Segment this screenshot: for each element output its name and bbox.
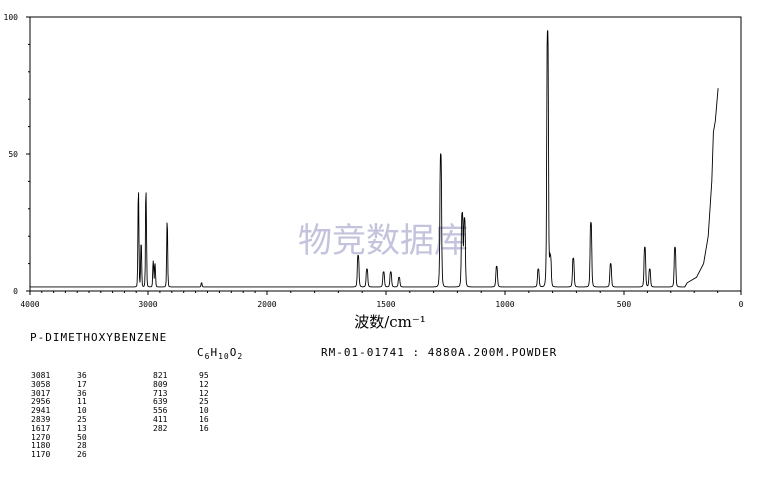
peak-wavenumber: 1270 [31, 432, 51, 442]
peak-intensity: 16 [199, 423, 209, 433]
y-tick-label: 50 [8, 150, 18, 159]
peak-row: 3081 36 [31, 371, 97, 381]
y-tick-label: 0 [13, 287, 18, 296]
x-tick-label: 0 [739, 300, 744, 309]
x-tick-label: 2000 [257, 300, 276, 309]
peak-row: 1180 28 [31, 442, 97, 451]
peak-intensity: 36 [77, 371, 87, 380]
peak-wavenumber: 2839 [31, 414, 51, 424]
peak-row: 713 12 [153, 388, 219, 399]
peak-wavenumber: 1170 [31, 450, 51, 460]
peak-wavenumber: 556 [153, 406, 168, 416]
peak-intensity: 17 [77, 379, 87, 389]
peak-intensity: 10 [77, 406, 87, 416]
y-tick-label: 100 [4, 13, 19, 22]
x-axis-label: 波数/cm⁻¹ [354, 313, 426, 330]
peak-row: 3058 17 [31, 379, 97, 390]
peak-row: 821 95 [153, 371, 219, 381]
y-axis: 100 50 0 [4, 13, 30, 296]
peak-wavenumber: 1617 [31, 423, 51, 433]
peak-row: 1170 26 [31, 450, 97, 460]
x-tick-label: 3000 [138, 300, 157, 309]
peak-wavenumber: 282 [153, 423, 168, 433]
peak-intensity: 12 [199, 388, 209, 398]
peak-wavenumber: 713 [153, 388, 168, 398]
compound-name: P-DIMETHOXYBENZENE [30, 331, 168, 344]
peak-intensity: 25 [199, 397, 209, 407]
peak-wavenumber: 639 [153, 397, 168, 407]
peak-row: 3017 36 [31, 388, 97, 399]
peak-intensity: 26 [77, 450, 87, 460]
x-tick-label: 500 [617, 300, 632, 309]
peak-wavenumber: 2956 [31, 397, 51, 407]
peak-row: 1617 13 [31, 423, 97, 434]
peak-row: 2941 10 [31, 406, 97, 416]
molecular-formula: C6H10O2 [197, 346, 244, 362]
peak-intensity: 28 [77, 441, 87, 451]
spectrum-line [30, 30, 719, 288]
x-tick-label: 1000 [495, 300, 514, 309]
x-tick-label: 4000 [20, 300, 39, 309]
peak-intensity: 16 [199, 414, 209, 424]
peak-intensity: 50 [77, 432, 87, 442]
peak-intensity: 10 [199, 406, 209, 416]
peak-row: 1270 50 [31, 432, 97, 443]
peak-row: 809 12 [153, 379, 219, 390]
peak-wavenumber: 1180 [31, 441, 51, 451]
peak-wavenumber: 3058 [31, 379, 51, 389]
peak-wavenumber: 411 [153, 414, 168, 424]
peak-table-col2: 821 95 809 12 713 12 639 25 556 10 411 16 282 16 [153, 371, 219, 434]
peak-row: 556 10 [153, 406, 219, 416]
peak-row: 282 16 [153, 423, 219, 434]
x-axis: 4000 3000 2000 1500 1000 500 0 [20, 291, 744, 309]
peak-wavenumber: 2941 [31, 406, 51, 416]
peak-intensity: 36 [77, 388, 87, 398]
peak-row: 639 25 [153, 398, 219, 407]
peak-intensity: 25 [77, 414, 87, 424]
sample-info: RM-01-01741 : 4880A.200M.POWDER [321, 346, 558, 359]
peak-wavenumber: 821 [153, 371, 168, 380]
peak-intensity: 12 [199, 379, 209, 389]
watermark: 物竞数据库 [298, 221, 468, 261]
peak-wavenumber: 3017 [31, 388, 51, 398]
peak-row: 2839 25 [31, 414, 97, 425]
x-tick-label: 1500 [376, 300, 395, 309]
peak-intensity: 95 [199, 371, 209, 380]
peak-wavenumber: 3081 [31, 371, 51, 380]
peak-intensity: 13 [77, 423, 87, 433]
peak-intensity: 11 [77, 397, 87, 407]
peak-wavenumber: 809 [153, 379, 168, 389]
peak-row: 411 16 [153, 414, 219, 425]
peak-table-col1: 3081 36 3058 17 3017 36 2956 11 2941 10 2839 25 1617… [31, 371, 97, 460]
peak-row: 2956 11 [31, 398, 97, 407]
